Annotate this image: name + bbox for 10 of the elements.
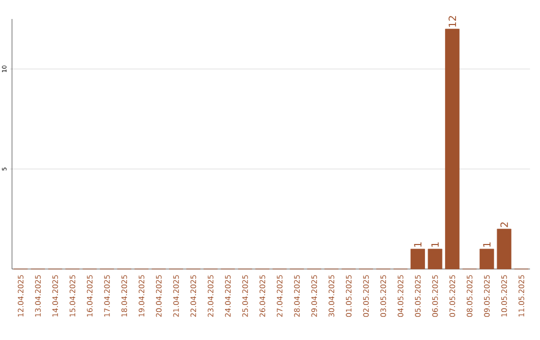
data-label: 1 (414, 242, 422, 247)
data-label: 1 (431, 242, 439, 247)
data-label: 12 (448, 16, 456, 27)
data-label: 1 (483, 242, 490, 247)
bar (480, 248, 494, 270)
bar (410, 248, 425, 270)
data-label: 2 (500, 222, 508, 228)
bar (445, 28, 460, 270)
bar (496, 228, 512, 270)
bar (428, 248, 442, 270)
